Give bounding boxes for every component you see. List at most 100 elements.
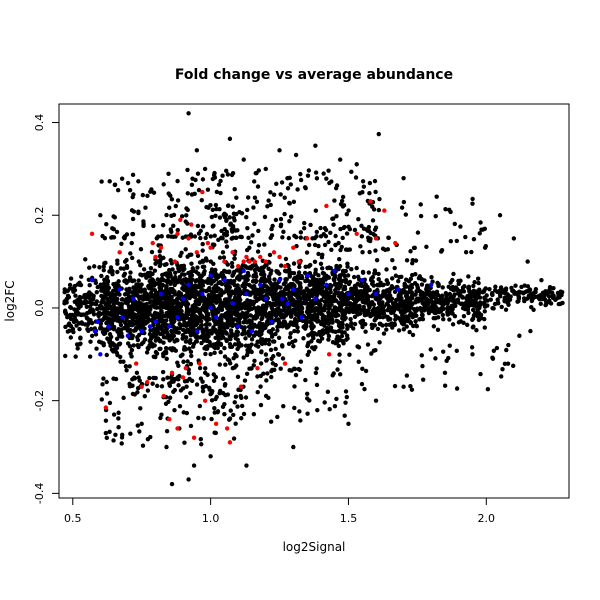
all-genes-point-4056 xyxy=(138,406,143,411)
all-genes-point-4094 xyxy=(165,375,170,380)
all-genes-point-3889 xyxy=(324,176,329,181)
all-genes-point-1854 xyxy=(261,269,266,275)
all-genes-point-3489 xyxy=(444,297,449,302)
all-genes-point-153 xyxy=(87,265,92,270)
all-genes-point-3312 xyxy=(420,316,426,322)
all-genes-point-4146 xyxy=(232,400,237,405)
all-genes-point-4125 xyxy=(322,400,327,405)
all-genes-point-2979 xyxy=(381,331,387,336)
all-genes-point-1886 xyxy=(222,345,227,351)
all-genes-point-3906 xyxy=(278,192,283,197)
all-genes-point-3818 xyxy=(372,227,378,232)
all-genes-point-3898 xyxy=(334,213,339,219)
all-genes-point-149 xyxy=(64,297,69,303)
all-genes-point-4197 xyxy=(347,352,352,357)
all-genes-point-648 xyxy=(122,278,127,284)
all-genes-point-1999 xyxy=(237,295,242,300)
all-genes-point-2577 xyxy=(312,242,318,248)
all-genes-point-336 xyxy=(124,368,129,373)
all-genes-point-3995 xyxy=(121,395,126,401)
all-genes-point-54 xyxy=(83,257,88,262)
all-genes-point-3978 xyxy=(383,247,388,253)
all-genes-point-1172 xyxy=(170,334,175,340)
all-genes-point-2471 xyxy=(284,325,290,330)
all-genes-point-76 xyxy=(89,292,94,297)
all-genes-point-1862 xyxy=(209,331,214,336)
all-genes-point-3984 xyxy=(408,249,413,254)
all-genes-point-667 xyxy=(146,307,151,312)
red-genes-point-7 xyxy=(158,245,164,250)
all-genes-point-3147 xyxy=(387,305,393,310)
all-genes-point-4028 xyxy=(198,436,203,442)
all-genes-point-878 xyxy=(188,349,194,355)
all-genes-point-3390 xyxy=(482,325,487,330)
all-genes-point-2052 xyxy=(250,325,255,330)
all-genes-point-2745 xyxy=(321,276,327,281)
all-genes-point-2665 xyxy=(325,330,330,335)
all-genes-point-1944 xyxy=(212,350,217,356)
y-axis-label: log2FC xyxy=(3,280,17,321)
all-genes-point-1866 xyxy=(221,255,227,260)
all-genes-point-2028 xyxy=(208,343,214,348)
all-genes-point-1346 xyxy=(200,305,205,310)
all-genes-point-3918 xyxy=(361,226,367,231)
all-genes-point-3794 xyxy=(212,175,218,180)
all-genes-point-3101 xyxy=(387,289,392,295)
all-genes-point-873 xyxy=(189,353,194,359)
all-genes-point-1235 xyxy=(197,281,202,286)
all-genes-point-1349 xyxy=(204,335,209,341)
all-genes-point-3815 xyxy=(266,198,271,203)
all-genes-point-629 xyxy=(148,328,153,333)
all-genes-point-2063 xyxy=(262,242,267,247)
all-genes-point-3467 xyxy=(425,301,431,306)
all-genes-point-4029 xyxy=(103,418,109,423)
all-genes-point-1712 xyxy=(255,339,261,344)
all-genes-point-3883 xyxy=(245,207,250,213)
all-genes-point-1053 xyxy=(203,256,209,261)
all-genes-point-3871 xyxy=(331,222,336,227)
all-genes-point-3118 xyxy=(370,279,375,284)
all-genes-point-4160 xyxy=(265,371,270,376)
all-genes-point-655 xyxy=(136,344,141,350)
all-genes-point-3181 xyxy=(379,310,384,316)
all-genes-point-3584 xyxy=(550,293,555,298)
all-genes-point-4032 xyxy=(212,405,217,411)
all-genes-point-623 xyxy=(115,329,120,334)
blue-genes-point-27 xyxy=(277,277,282,283)
all-genes-point-2755 xyxy=(326,265,332,270)
all-genes-point-2004 xyxy=(272,339,277,344)
all-genes-point-4248 xyxy=(98,213,103,218)
all-genes-point-1337 xyxy=(171,310,177,316)
all-genes-point-3958 xyxy=(330,216,335,222)
all-genes-point-3458 xyxy=(439,298,444,304)
all-genes-point-1343 xyxy=(208,351,213,357)
all-genes-point-2936 xyxy=(393,313,398,319)
all-genes-point-4088 xyxy=(127,384,133,389)
all-genes-point-690 xyxy=(136,259,141,264)
all-genes-point-4152 xyxy=(315,407,320,413)
all-genes-point-1344 xyxy=(161,323,167,328)
all-genes-point-4129 xyxy=(217,390,222,396)
all-genes-point-3758 xyxy=(199,198,204,203)
all-genes-point-3671 xyxy=(196,231,202,236)
all-genes-point-3297 xyxy=(429,275,434,280)
blue-genes-point-6 xyxy=(131,296,136,301)
all-genes-point-1929 xyxy=(259,337,264,342)
all-genes-point-1027 xyxy=(185,254,190,259)
all-genes-point-3725 xyxy=(232,218,237,223)
all-genes-point-3336 xyxy=(419,282,425,287)
all-genes-point-1695 xyxy=(226,270,232,275)
all-genes-point-92 xyxy=(95,284,100,290)
all-genes-point-2660 xyxy=(283,256,289,262)
all-genes-point-472 xyxy=(118,354,123,360)
all-genes-point-4081 xyxy=(201,416,206,421)
all-genes-point-2767 xyxy=(377,340,382,345)
all-genes-point-2068 xyxy=(242,300,248,306)
all-genes-point-2493 xyxy=(297,311,303,317)
all-genes-point-2696 xyxy=(308,331,313,337)
all-genes-point-1579 xyxy=(267,252,273,258)
all-genes-point-3056 xyxy=(374,258,380,263)
all-genes-point-1493 xyxy=(268,347,274,353)
all-genes-point-78 xyxy=(86,277,92,283)
all-genes-point-4145 xyxy=(297,367,302,373)
